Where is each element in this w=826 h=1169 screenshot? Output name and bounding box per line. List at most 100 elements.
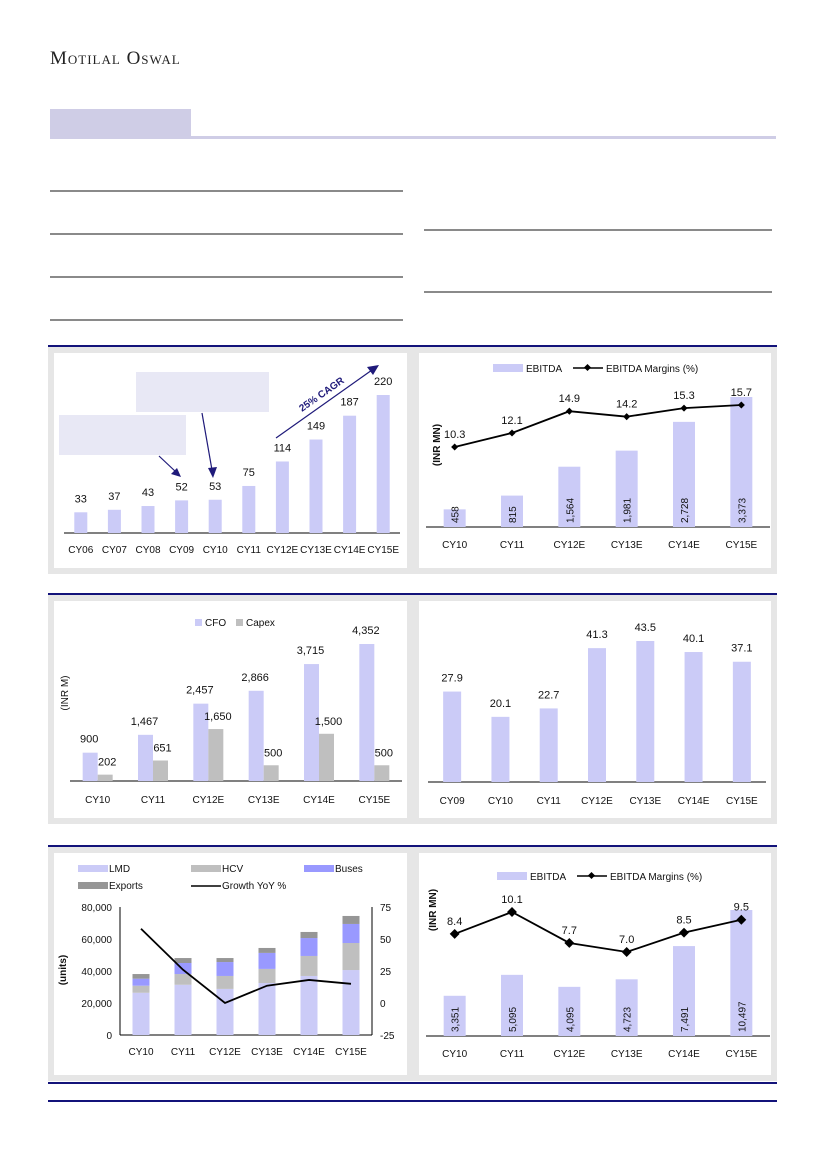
data-label: 458: [451, 506, 462, 523]
data-label: 10.3: [444, 429, 465, 441]
line-marker-icon: [451, 443, 459, 451]
x-tick-label: CY10: [85, 795, 110, 806]
section-rule: [50, 136, 776, 139]
legend-label: LMD: [109, 864, 130, 875]
legend-swatch-capex: [236, 619, 243, 626]
data-label: 500: [264, 747, 282, 759]
data-label: 75: [243, 467, 255, 479]
chart-row-rule: [48, 345, 777, 347]
data-label: 7.0: [619, 934, 634, 946]
bar-cy11: [501, 495, 523, 527]
bar-cy09: [443, 691, 462, 782]
data-label: 15.3: [673, 390, 694, 402]
x-tick-label: CY06: [68, 545, 93, 556]
legend-label: Growth YoY %: [222, 881, 286, 892]
chart-panel: [48, 595, 413, 824]
data-label: 2,457: [186, 685, 214, 697]
bar-cy06: [74, 512, 88, 533]
data-label: 2,866: [241, 672, 269, 684]
data-label: 114: [274, 442, 292, 454]
data-label: 1,650: [204, 711, 232, 723]
arrow-head-icon: [208, 467, 217, 478]
data-label: 12.1: [501, 415, 522, 427]
line-marker-icon: [680, 404, 688, 412]
bar-cy11: [242, 485, 256, 533]
y2-tick-label: 0: [380, 999, 386, 1010]
data-label: 37.1: [731, 643, 752, 655]
data-label: 149: [307, 421, 325, 433]
data-label: 52: [175, 481, 187, 493]
line-marker-icon: [621, 947, 632, 957]
x-tick-label: CY11: [500, 1049, 525, 1060]
arrow-head-icon: [367, 365, 379, 375]
x-tick-label: CY11: [537, 796, 562, 807]
data-label: 33: [75, 493, 87, 505]
bar-lmd-cy15e: [342, 970, 360, 1035]
bar-hcv-cy12e: [216, 975, 234, 989]
legend-marker-icon: [583, 363, 592, 372]
legend-label: EBITDA: [526, 364, 562, 375]
bar-cy13e: [615, 450, 638, 527]
y2-tick-label: -25: [380, 1031, 395, 1042]
data-label: 1,564: [565, 498, 576, 523]
bar-cy14e: [343, 415, 357, 533]
bar-buses-cy12e: [216, 962, 234, 976]
x-tick-label: CY10: [128, 1047, 153, 1058]
x-tick-label: CY14E: [303, 795, 335, 806]
legend-swatch: [191, 865, 221, 872]
bar-lmd-cy11: [174, 984, 192, 1035]
x-tick-label: CY11: [141, 795, 166, 806]
bar-buses-cy14e: [300, 938, 318, 956]
bar-buses-cy13e: [258, 952, 276, 969]
x-tick-label: CY13E: [248, 795, 280, 806]
legend-label: Capex: [246, 618, 275, 629]
bar-cy14e: [673, 946, 695, 1036]
data-label: 9.5: [734, 902, 749, 914]
data-label: 7.7: [562, 925, 577, 937]
x-tick-label: CY11: [500, 540, 525, 551]
bar-capex-cy14e: [319, 733, 334, 781]
y2-tick-label: 25: [380, 967, 392, 978]
line-marker-icon: [623, 413, 631, 421]
bar-hcv-cy15e: [342, 943, 360, 971]
arrow-head-icon: [171, 468, 181, 477]
line-marker-icon: [679, 927, 689, 938]
bar-lmd-cy10: [132, 992, 150, 1035]
bar-cy12e: [275, 461, 289, 533]
data-label: 53: [209, 481, 221, 493]
bar-exports-cy14e: [300, 931, 318, 939]
line-marker-icon: [565, 407, 573, 415]
chart-row-rule: [48, 1082, 777, 1084]
bar-capex-cy11: [153, 760, 168, 781]
bar-cy11: [501, 974, 523, 1036]
x-tick-label: CY12E: [192, 795, 224, 806]
legend-label: EBITDA: [530, 872, 566, 883]
data-label: 8.4: [447, 916, 462, 928]
footer-rule: [48, 1100, 777, 1102]
line-marker-icon: [449, 928, 460, 939]
divider: [424, 229, 772, 231]
data-label: 4,095: [565, 1007, 576, 1032]
section-tab: [50, 109, 191, 138]
data-label: 187: [340, 397, 358, 409]
bar-capex-cy12e: [208, 729, 224, 781]
x-tick-label: CY11: [237, 545, 262, 556]
cagr-arrow: [275, 369, 373, 439]
line-marker-icon: [736, 914, 747, 925]
x-tick-label: CY14E: [678, 796, 710, 807]
data-label: 10,497: [737, 1001, 748, 1032]
data-label: 8.5: [676, 915, 691, 927]
data-label: 900: [80, 734, 98, 746]
margin-line: [454, 404, 742, 448]
y-tick-label: 60,000: [81, 935, 112, 946]
callout-arrow: [201, 412, 213, 471]
divider: [50, 190, 403, 192]
y-axis-label: (INR MN): [428, 889, 439, 931]
line-marker-icon: [507, 907, 517, 917]
bar-cy10: [208, 499, 222, 533]
x-tick-label: CY13E: [611, 540, 643, 551]
data-label: 43: [142, 487, 154, 499]
x-tick-label: CY09: [169, 545, 194, 556]
legend-swatch: [304, 865, 334, 872]
data-label: 4,723: [623, 1007, 634, 1032]
